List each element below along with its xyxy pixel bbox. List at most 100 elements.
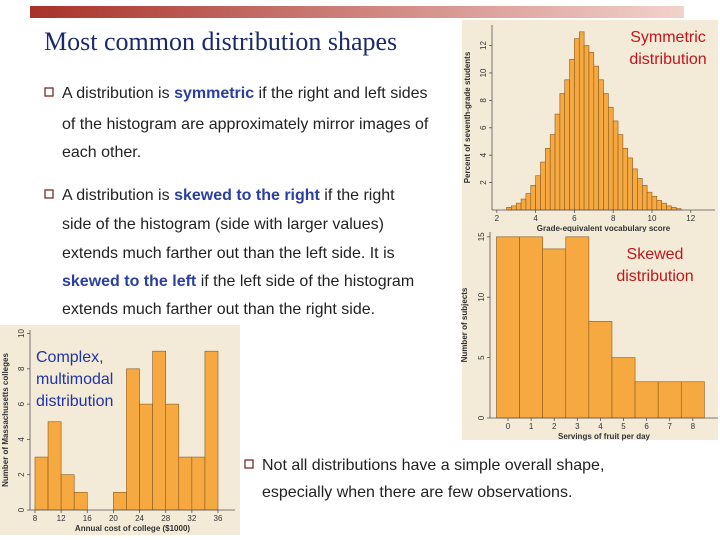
bar: [60, 474, 75, 511]
bar: [565, 236, 590, 419]
bullet-line: extends much farther out than the right …: [62, 301, 375, 318]
bar: [506, 206, 512, 211]
bar: [651, 195, 658, 211]
bar: [637, 178, 643, 211]
bar: [554, 113, 561, 211]
y-axis-label: Percent of seventh-grade students: [463, 51, 472, 183]
x-axis-label: Grade-equivalent vocabulary score: [537, 224, 671, 233]
bar: [632, 168, 638, 211]
bullet-line: Not all distributions have a simple over…: [262, 457, 604, 474]
bar: [519, 236, 543, 419]
bar: [574, 38, 580, 211]
x-tick-label: 20: [109, 514, 118, 523]
bar: [165, 403, 180, 511]
bar: [603, 93, 609, 211]
y-tick-label: 4: [479, 152, 488, 157]
bar: [545, 148, 551, 211]
y-tick-label: 12: [479, 41, 488, 50]
shape-label: Symmetric: [630, 29, 706, 46]
bar: [525, 193, 532, 211]
shape-label: Complex,: [36, 349, 104, 366]
y-tick-label: 10: [479, 68, 488, 77]
bar: [583, 45, 590, 211]
bar: [178, 456, 193, 511]
text-segment: each other.: [62, 144, 141, 161]
bullet-marker: [244, 459, 254, 469]
text-segment: A distribution is: [62, 85, 174, 102]
x-tick-label: 7: [667, 422, 672, 431]
x-tick-label: 16: [83, 514, 92, 523]
bar: [671, 206, 677, 211]
bar: [559, 93, 566, 211]
x-tick-label: 4: [533, 214, 538, 223]
y-tick-label: 2: [17, 472, 26, 477]
bullet-line: of the histogram are approximately mirro…: [62, 116, 429, 133]
bullet-line: A distribution is skewed to the right if…: [62, 187, 395, 204]
shape-label: distribution: [616, 268, 693, 285]
slide-title: Most common distribution shapes: [44, 27, 397, 56]
bullet-line: A distribution is symmetric if the right…: [62, 85, 428, 102]
top-bar: [30, 6, 684, 18]
x-tick-label: 28: [161, 514, 170, 523]
bar: [656, 200, 662, 211]
bullet-line: extends much farther out than the left s…: [62, 245, 395, 262]
bullet-line: each other.: [62, 144, 141, 161]
bar: [564, 79, 570, 211]
x-tick-label: 12: [57, 514, 66, 523]
y-tick-label: 6: [17, 401, 26, 406]
bar: [611, 357, 636, 419]
x-tick-label: 4: [598, 422, 603, 431]
bar: [627, 157, 633, 211]
bar: [73, 492, 88, 511]
x-tick-label: 10: [648, 214, 657, 223]
x-tick-label: 6: [644, 422, 649, 431]
bar: [593, 65, 599, 211]
x-tick-label: 2: [495, 214, 500, 223]
bar: [34, 456, 49, 511]
y-tick-label: 0: [17, 507, 26, 512]
x-tick-label: 2: [552, 422, 557, 431]
bar: [515, 202, 522, 211]
bar: [657, 381, 682, 419]
bar: [588, 321, 613, 419]
shape-label: distribution: [629, 51, 706, 68]
bullet-marker: [44, 189, 54, 199]
bar: [520, 198, 527, 211]
text-segment: symmetric: [174, 85, 254, 102]
histogram: 0 1 2 3 4 5 6 7 8 0 5 10 15 Servings of fruit per day…: [460, 232, 718, 441]
bar: [666, 205, 672, 211]
y-tick-label: 2: [479, 180, 488, 185]
x-tick-label: 24: [135, 514, 144, 523]
text-segment: if the right and left sides: [254, 85, 427, 102]
y-tick-label: 6: [479, 125, 488, 130]
bar: [113, 492, 127, 511]
bar: [661, 202, 667, 211]
x-tick-label: 32: [187, 514, 196, 523]
bar: [588, 52, 595, 211]
y-tick-label: 5: [477, 355, 486, 360]
y-tick-label: 10: [17, 329, 26, 338]
x-tick-label: 6: [572, 214, 577, 223]
y-axis-label: Number of Massachusetts colleges: [1, 353, 10, 487]
y-tick-label: 8: [17, 366, 26, 371]
text-segment: skewed to the right: [174, 187, 320, 204]
y-tick-label: 10: [477, 292, 486, 301]
bar: [496, 236, 520, 419]
text-segment: if the right: [320, 187, 395, 204]
bar: [47, 421, 62, 511]
x-tick-label: 3: [575, 422, 580, 431]
y-tick-label: 4: [17, 437, 26, 442]
text-segment: extends much farther out than the right …: [62, 301, 375, 318]
text-segment: Not all distributions have a simple over…: [262, 457, 604, 474]
bar: [634, 381, 659, 419]
bar: [204, 350, 219, 511]
bar: [540, 161, 546, 211]
bar: [622, 148, 629, 211]
text-segment: side of the histogram (side with larger …: [62, 216, 384, 233]
text-segment: extends much farther out than the left s…: [62, 245, 395, 262]
shape-label: distribution: [36, 393, 113, 410]
bar: [641, 185, 648, 211]
bar: [608, 106, 614, 211]
